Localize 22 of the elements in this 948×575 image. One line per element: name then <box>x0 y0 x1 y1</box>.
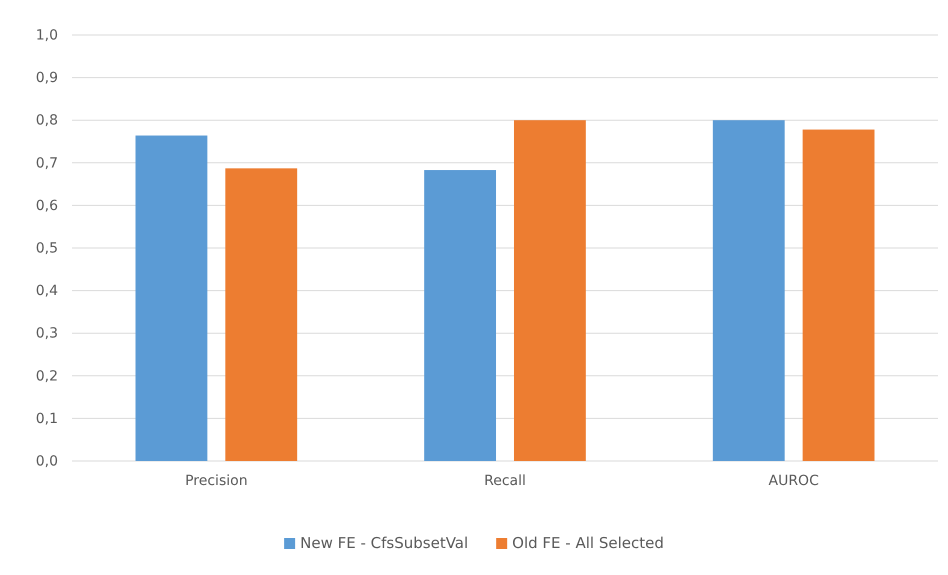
y-tick-label: 0,9 <box>36 70 58 86</box>
y-tick-label: 0,3 <box>36 326 58 342</box>
bar <box>424 170 496 461</box>
bar <box>712 120 785 461</box>
y-tick-label: 0,2 <box>36 368 58 384</box>
x-tick-label: Recall <box>484 472 526 489</box>
legend-label: New FE - CfsSubsetVal <box>300 534 468 552</box>
bar <box>514 120 586 461</box>
y-tick-label: 0,5 <box>36 240 58 256</box>
y-tick-label: 1,0 <box>36 27 58 44</box>
y-tick-label: 0,0 <box>36 453 58 470</box>
y-tick-label: 0,1 <box>36 410 58 427</box>
bar <box>802 130 874 461</box>
y-tick-label: 0,4 <box>36 283 58 300</box>
y-tick-label: 0,8 <box>36 112 58 129</box>
x-tick-label: Precision <box>185 472 248 489</box>
legend-label: Old FE - All Selected <box>512 534 664 552</box>
bar <box>225 168 298 461</box>
x-tick-label: AUROC <box>768 472 820 489</box>
y-tick-label: 0,6 <box>36 198 58 214</box>
y-tick-label: 0,7 <box>36 155 58 172</box>
bar <box>136 136 208 461</box>
